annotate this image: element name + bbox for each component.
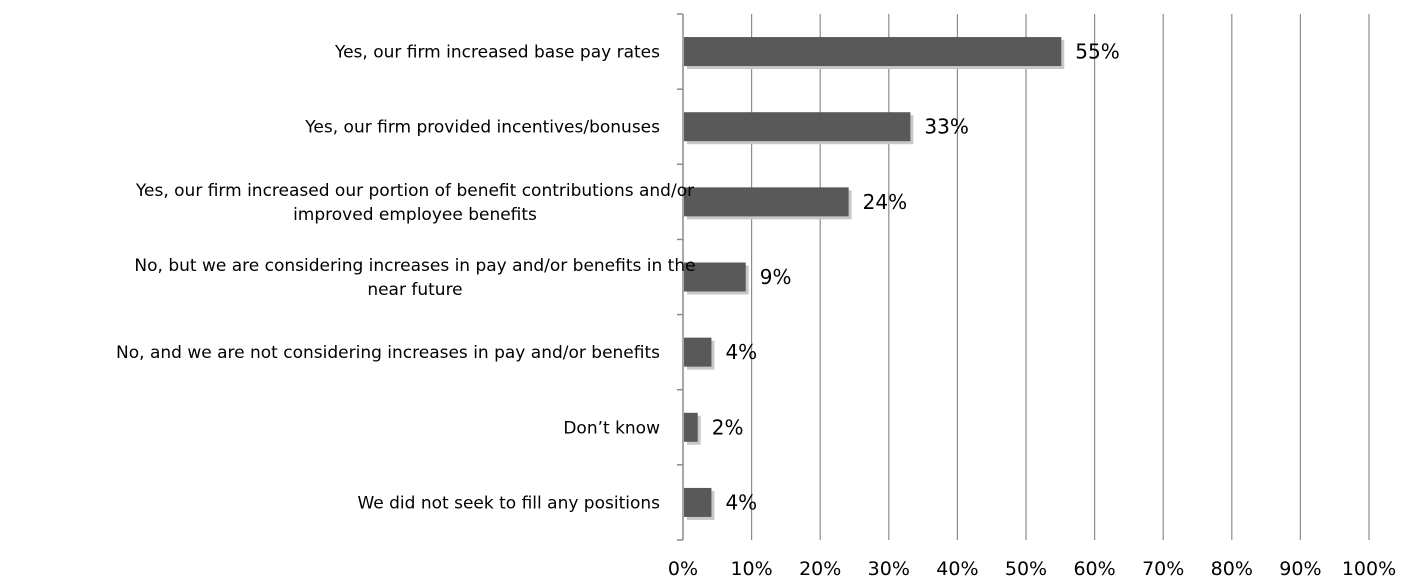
x-tick-labels: 0% 10% 20% 30% 40% 50% 60% 70% 80% 90% 100%: [668, 558, 1396, 580]
value-label-1: 55%: [1075, 40, 1119, 64]
value-label-4: 9%: [760, 265, 792, 289]
bar-7: [684, 487, 712, 517]
category-label-line: Yes, our firm increased base pay rates: [334, 43, 660, 63]
bar-3: [684, 187, 849, 217]
bar-2: [684, 112, 911, 142]
category-label-line: Yes, our firm increased our portion of b…: [135, 181, 694, 201]
x-tick-label-40: 40%: [936, 558, 978, 580]
bars: [684, 37, 1065, 520]
value-label-3: 24%: [863, 190, 907, 214]
value-label-7: 4%: [725, 490, 757, 514]
category-labels: Yes, our firm increased base pay rates Ye…: [116, 43, 696, 514]
x-tick-label-80: 80%: [1211, 558, 1253, 580]
category-label-line: We did not seek to fill any positions: [357, 493, 660, 513]
category-label-1: Yes, our firm increased base pay rates: [334, 43, 660, 63]
bar-5: [684, 337, 712, 367]
category-label-5: No, and we are not considering increases…: [116, 343, 660, 363]
category-label-line: No, and we are not considering increases…: [116, 343, 660, 363]
value-label-5: 4%: [725, 340, 757, 364]
value-label-6: 2%: [712, 415, 744, 439]
category-label-line: Don’t know: [563, 418, 660, 438]
x-tick-label-0: 0%: [668, 558, 698, 580]
category-label-6: Don’t know: [563, 418, 660, 438]
category-label-4: No, but we are considering increases in …: [134, 256, 695, 300]
value-labels: 55% 33% 24% 9% 4% 2% 4%: [712, 40, 1120, 515]
x-tick-label-10: 10%: [730, 558, 772, 580]
bar-6: [684, 412, 698, 442]
x-tick-label-20: 20%: [799, 558, 841, 580]
category-label-7: We did not seek to fill any positions: [357, 493, 660, 513]
category-label-line: improved employee benefits: [293, 205, 537, 225]
category-label-line: Yes, our firm provided incentives/bonuse…: [304, 118, 660, 138]
category-label-3: Yes, our firm increased our portion of b…: [135, 181, 694, 225]
value-label-2: 33%: [924, 115, 968, 139]
x-tick-label-50: 50%: [1005, 558, 1047, 580]
x-tick-label-70: 70%: [1142, 558, 1184, 580]
bar-1: [684, 37, 1062, 67]
category-label-2: Yes, our firm provided incentives/bonuse…: [304, 118, 660, 138]
x-tick-label-90: 90%: [1279, 558, 1321, 580]
x-tick-label-60: 60%: [1073, 558, 1115, 580]
category-label-line: near future: [367, 280, 462, 300]
grid-lines: [750, 14, 1370, 540]
category-label-line: No, but we are considering increases in …: [134, 256, 695, 276]
bar-4: [684, 262, 746, 292]
category-axis: [677, 13, 684, 541]
x-tick-label-30: 30%: [868, 558, 910, 580]
x-tick-label-100: 100%: [1342, 558, 1396, 580]
